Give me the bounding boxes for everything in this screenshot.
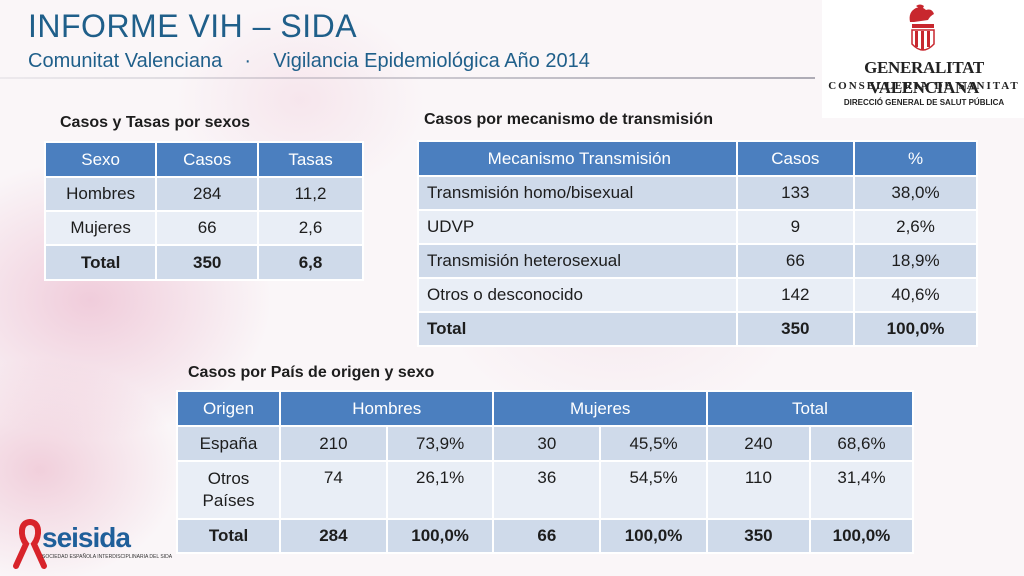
table-row: Hombres 284 11,2	[43, 176, 364, 212]
transmission-header-mecanismo: Mecanismo Transmisión	[417, 140, 738, 177]
origin-header-total: Total	[705, 390, 915, 427]
transmission-cell: 350	[735, 311, 856, 347]
table-row-total: Total 350 100,0%	[417, 311, 978, 347]
origin-cell: España	[175, 425, 282, 462]
transmission-cell: Transmisión homo/bisexual	[417, 175, 738, 211]
origin-cell: 36	[492, 460, 602, 520]
origin-cell: Total	[175, 518, 282, 554]
logo-direccio-text: DIRECCIÓ GENERAL DE SALUT PÚBLICA	[843, 98, 1005, 107]
logo-conselleria-text: CONSELLERIA DE SANITAT	[828, 80, 1020, 92]
transmission-cell: 133	[735, 175, 856, 211]
transmission-table: Mecanismo Transmisión Casos % Transmisió…	[417, 140, 978, 347]
origin-cell: 110	[705, 460, 811, 520]
origin-cell: 350	[705, 518, 811, 554]
sex-cell: Hombres	[43, 176, 158, 212]
title-divider	[0, 77, 815, 79]
transmission-cell: Otros o desconocido	[417, 277, 738, 313]
transmission-cell: 40,6%	[853, 277, 978, 313]
transmission-cell: Total	[417, 311, 738, 347]
origin-cell: 31,4%	[808, 460, 915, 520]
coat-of-arms-icon	[909, 4, 935, 51]
origin-header-hombres: Hombres	[279, 390, 495, 427]
origin-cell: 100,0%	[808, 518, 915, 554]
sex-header-casos: Casos	[155, 141, 260, 178]
transmission-table-title: Casos por mecanismo de transmisión	[424, 111, 713, 128]
seisida-tagline: SOCIEDAD ESPAÑOLA INTERDISCIPLINARIA DEL…	[42, 554, 173, 560]
transmission-cell: 2,6%	[853, 209, 978, 245]
transmission-cell: 66	[735, 243, 856, 279]
origin-cell: 30	[492, 425, 602, 462]
sex-cell: 6,8	[257, 244, 364, 281]
sex-cell: 2,6	[257, 210, 364, 246]
sex-cell: 66	[155, 210, 260, 246]
origin-cell: 100,0%	[385, 518, 495, 554]
transmission-cell: 9	[735, 209, 856, 245]
transmission-cell: 142	[735, 277, 856, 313]
sex-header-sexo: Sexo	[43, 141, 158, 178]
table-row: UDVP 9 2,6%	[417, 209, 978, 245]
origin-table-title: Casos por País de origen y sexo	[188, 364, 435, 381]
page-subtitle: Comunitat Valenciana · Vigilancia Epidem…	[28, 50, 590, 72]
sex-cell: 284	[155, 176, 260, 212]
aids-ribbon-icon	[13, 519, 47, 569]
table-row-total: Total 350 6,8	[43, 244, 364, 281]
origin-cell: 26,1%	[385, 460, 495, 520]
sex-cell: Total	[43, 244, 158, 281]
transmission-cell: UDVP	[417, 209, 738, 245]
sex-header-tasas: Tasas	[257, 141, 364, 178]
logo-generalitat-text: GENERALITAT VALENCIANA	[864, 58, 984, 97]
sex-cell: Mujeres	[43, 210, 158, 246]
sex-cell: 11,2	[257, 176, 364, 212]
seisida-logo-text: seisida	[42, 522, 131, 553]
sex-cell: 350	[155, 244, 260, 281]
page-title: INFORME VIH – SIDA	[28, 8, 358, 44]
origin-cell: 284	[279, 518, 388, 554]
origin-cell: 240	[705, 425, 811, 462]
origin-cell: 68,6%	[808, 425, 915, 462]
origin-cell: 45,5%	[599, 425, 708, 462]
sex-table-title: Casos y Tasas por sexos	[60, 114, 251, 131]
origin-cell: Otros Países	[175, 460, 282, 520]
origin-header-origen: Origen	[175, 390, 282, 427]
transmission-cell: Transmisión heterosexual	[417, 243, 738, 279]
table-row-total: Total 284 100,0% 66 100,0% 350 100,0%	[175, 518, 915, 554]
table-row: Mujeres 66 2,6	[43, 210, 364, 246]
table-row: Otros o desconocido 142 40,6%	[417, 277, 978, 313]
table-row: Otros Países 74 26,1% 36 54,5% 110 31,4%	[175, 460, 915, 520]
sex-table: Sexo Casos Tasas Hombres 284 11,2 Mujere…	[43, 141, 364, 281]
origin-header-mujeres: Mujeres	[492, 390, 708, 427]
table-row: Transmisión homo/bisexual 133 38,0%	[417, 175, 978, 211]
transmission-cell: 18,9%	[853, 243, 978, 279]
origin-cell: 54,5%	[599, 460, 708, 520]
origin-cell: 73,9%	[385, 425, 495, 462]
origin-cell: 74	[279, 460, 388, 520]
origin-cell: 100,0%	[599, 518, 708, 554]
origin-cell: 210	[279, 425, 388, 462]
table-row: Transmisión heterosexual 66 18,9%	[417, 243, 978, 279]
transmission-cell: 38,0%	[853, 175, 978, 211]
origin-table: Origen Hombres Mujeres Total España 210 …	[175, 390, 915, 554]
transmission-cell: 100,0%	[853, 311, 978, 347]
transmission-header-percent: %	[853, 140, 978, 177]
transmission-header-casos: Casos	[735, 140, 856, 177]
origin-cell: 66	[492, 518, 602, 554]
table-row: España 210 73,9% 30 45,5% 240 68,6%	[175, 425, 915, 462]
